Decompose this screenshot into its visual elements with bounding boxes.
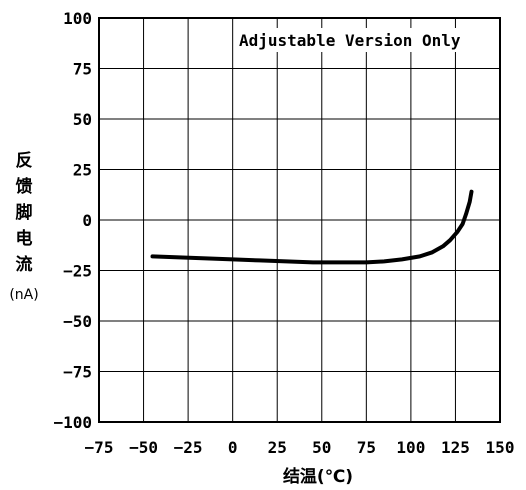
x-tick-label: 125: [441, 438, 470, 457]
y-tick-label: −25: [63, 262, 92, 281]
annotation: Adjustable Version Only: [239, 31, 461, 50]
y-axis-label-unit: (nA): [9, 287, 38, 303]
x-tick-label: −50: [129, 438, 158, 457]
y-axis-label-char: 电: [16, 228, 33, 249]
y-axis-label-char: 流: [16, 254, 33, 275]
y-tick-label: 50: [73, 110, 92, 129]
y-axis-label-char: 脚: [16, 202, 33, 223]
x-tick-label: 100: [396, 438, 425, 457]
x-tick-label: 50: [312, 438, 331, 457]
y-tick-label: −75: [63, 363, 92, 382]
x-tick-label: 25: [268, 438, 287, 457]
y-tick-label: 25: [73, 161, 92, 180]
plot-frame: [98, 17, 501, 423]
x-tick-label: 0: [228, 438, 238, 457]
x-tick-label: −25: [174, 438, 203, 457]
series-layer: [150, 189, 474, 265]
y-tick-label: 100: [63, 9, 92, 28]
y-axis-label-char: 馈: [16, 176, 33, 197]
grid: [98, 17, 501, 423]
x-tick-label: 150: [486, 438, 515, 457]
y-tick-labels: 100 75 50 25 0 −25 −50 −75 −100: [53, 9, 92, 432]
y-tick-label: −50: [63, 312, 92, 331]
series-line: [150, 189, 474, 265]
y-tick-label: 75: [73, 60, 92, 79]
x-tick-label: −75: [85, 438, 114, 457]
y-axis-label-char: 反: [16, 151, 33, 171]
x-tick-label: 75: [357, 438, 376, 457]
x-axis-label: 结温(℃): [283, 466, 353, 487]
x-tick-labels: −75 −50 −25 0 25 50 75 100 125 150: [85, 438, 515, 457]
y-tick-label: 0: [82, 211, 92, 230]
y-tick-label: −100: [53, 413, 92, 432]
annotation-background: [235, 28, 497, 52]
